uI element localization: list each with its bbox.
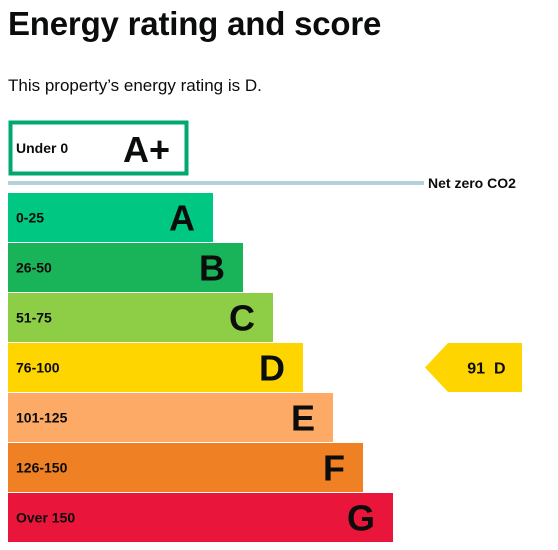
current-rating-marker: 91 D — [425, 343, 522, 392]
rating-band-e: 101-125 E — [8, 393, 333, 442]
rating-band-letter: C — [229, 298, 255, 339]
rating-band-a: 0-25 A — [8, 193, 213, 242]
special-band-range: Under 0 — [16, 140, 68, 156]
current-rating-letter: D — [494, 361, 506, 378]
special-band-box — [8, 120, 189, 176]
current-rating-score: 91 — [467, 361, 485, 378]
rating-band-letter: F — [323, 448, 345, 489]
rating-summary: This property’s energy rating is D. — [8, 76, 262, 95]
rating-band-range: 126-150 — [16, 460, 68, 476]
rating-band-bar — [8, 343, 303, 392]
rating-band-range: Over 150 — [16, 510, 75, 526]
rating-band-bar — [8, 243, 243, 292]
rating-band-bar — [8, 293, 273, 342]
special-band-letter: A+ — [123, 129, 170, 170]
net-zero-label: Net zero CO2 — [428, 175, 516, 191]
rating-band-letter: D — [259, 348, 285, 389]
rating-band-letter: A — [169, 198, 195, 239]
rating-band-g: Over 150 G — [8, 493, 393, 542]
rating-band-bar — [8, 193, 213, 242]
rating-band-c: 51-75 C — [8, 293, 273, 342]
rating-band-bar — [8, 443, 363, 492]
special-band: Under 0 A+ — [8, 120, 189, 176]
rating-band-range: 76-100 — [16, 360, 60, 376]
rating-band-bar — [8, 393, 333, 442]
net-zero-marker: Net zero CO2 — [8, 175, 516, 191]
rating-band-range: 0-25 — [16, 210, 44, 226]
rating-bands: 0-25 A 26-50 B 51-75 C 76-100 D 101-125 E 126-150 F… — [8, 193, 393, 542]
current-rating-arrow — [425, 343, 522, 392]
rating-band-letter: E — [291, 398, 315, 439]
rating-band-bar — [8, 493, 393, 542]
page-title: Energy rating and score — [8, 5, 382, 42]
rating-band-d: 76-100 D — [8, 343, 303, 392]
rating-band-letter: B — [199, 248, 225, 289]
rating-band-b: 26-50 B — [8, 243, 243, 292]
rating-band-range: 51-75 — [16, 310, 52, 326]
rating-band-range: 26-50 — [16, 260, 52, 276]
rating-band-letter: G — [347, 498, 375, 539]
rating-band-range: 101-125 — [16, 410, 68, 426]
rating-band-f: 126-150 F — [8, 443, 363, 492]
